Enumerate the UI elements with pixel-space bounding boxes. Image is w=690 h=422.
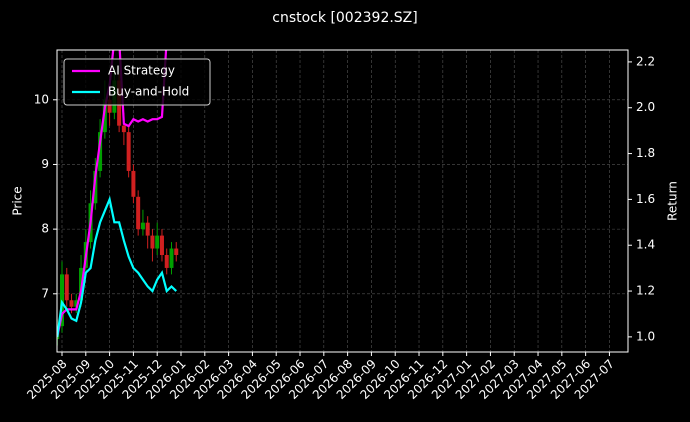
chart-title: cnstock [002392.SZ] [272,10,417,26]
y-tick-label: 10 [34,92,49,106]
candle-body [174,248,179,255]
y-tick-label: 9 [41,157,49,171]
candle-body [150,235,155,249]
candle-body [155,235,160,249]
candle-body [131,170,136,197]
candle-body [164,254,169,268]
legend-label: AI Strategy [108,64,175,78]
candle-body [59,274,64,327]
plot-frame [56,49,629,353]
legend-label: Buy-and-Hold [108,85,189,99]
y2-tick-label: 1.2 [636,284,655,298]
candle-body [102,99,107,133]
candle-body [98,132,103,171]
candle-body [169,248,174,268]
y2-axis-label: Return [666,181,680,221]
legend-box [63,58,211,106]
y2-tick-label: 2.2 [636,54,655,68]
y-tick-label: 8 [41,222,49,236]
y2-tick-label: 1.0 [636,329,655,343]
candle-body [126,132,131,171]
return-line [57,195,178,338]
candle-body [140,222,145,230]
candle-body [107,99,112,113]
candle-body [74,300,79,307]
candle-body [121,125,126,133]
y2-tick-label: 1.4 [636,238,655,252]
y2-tick-label: 1.8 [636,146,655,160]
candle-body [159,235,164,255]
y2-tick-label: 2.0 [636,100,655,114]
candle-body [69,300,74,307]
candle-body [145,222,150,236]
y-axis-label: Price [11,186,25,215]
candle-body [64,274,69,301]
y2-tick-label: 1.6 [636,192,655,206]
y-tick-label: 7 [41,286,49,300]
candle-body [136,196,141,230]
